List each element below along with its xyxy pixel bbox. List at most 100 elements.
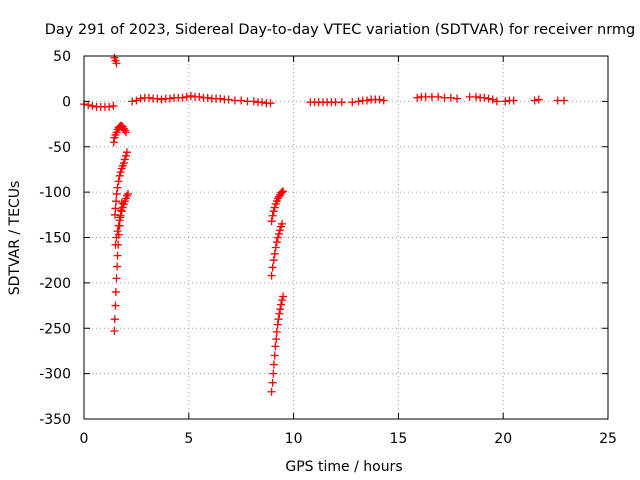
series-arc-1.5h <box>111 148 131 219</box>
y-tick-label: -300 <box>39 367 71 383</box>
axis-ticks: 0 5 10 15 20 25 50 0 -50 -100 -150 -200 -250 -300 -350 <box>39 49 617 447</box>
data-point <box>471 92 480 101</box>
data-point <box>109 101 118 110</box>
data-point <box>267 271 276 280</box>
data-point <box>120 155 129 164</box>
data-point <box>112 233 121 242</box>
chart-title: Day 291 of 2023, Sidereal Day-to-day VTE… <box>45 22 636 38</box>
data-point <box>530 96 539 105</box>
data-point <box>413 93 422 102</box>
y-tick-label: -350 <box>39 412 71 428</box>
data-point <box>121 151 130 160</box>
series-arc-1.45h-deep <box>110 199 126 335</box>
series-baseline-2-7h <box>128 91 275 108</box>
data-point <box>270 351 279 360</box>
data-point <box>84 101 93 110</box>
series-spike-up-1.5h <box>110 53 121 68</box>
data-point <box>112 59 121 68</box>
data-point <box>153 94 162 103</box>
data-point <box>178 93 187 102</box>
data-point <box>120 126 129 135</box>
y-tick-label: -200 <box>39 276 71 292</box>
grid-lines <box>84 56 608 419</box>
y-axis-label: SDTVAR / TECUs <box>7 181 23 296</box>
data-point <box>112 189 121 198</box>
data-point <box>274 229 283 238</box>
data-point <box>258 98 267 107</box>
x-axis-label: GPS time / hours <box>285 459 402 475</box>
data-point <box>272 335 281 344</box>
data-point <box>278 296 287 305</box>
x-tick-label: 20 <box>494 431 512 447</box>
data-point <box>480 93 489 102</box>
data-point <box>110 315 119 324</box>
data-point <box>270 249 279 258</box>
data-point <box>269 207 278 216</box>
data-point <box>111 204 120 213</box>
data-point <box>362 96 371 105</box>
plot-frame <box>83 55 609 420</box>
data-point <box>111 287 120 296</box>
x-tick-label: 0 <box>80 431 89 447</box>
data-point <box>113 262 122 271</box>
data-point <box>112 197 121 206</box>
data-point <box>375 95 384 104</box>
data-point <box>144 93 153 102</box>
data-point <box>136 94 145 103</box>
data-point <box>534 95 543 104</box>
data-point <box>354 97 363 106</box>
y-tick-label: -100 <box>39 185 71 201</box>
data-point <box>111 301 120 310</box>
series-arc-9.0h <box>267 187 288 226</box>
y-tick-label: -250 <box>39 321 71 337</box>
data-point <box>272 327 281 336</box>
series-arc-9.0h-deep <box>267 292 288 396</box>
data-point <box>113 251 122 260</box>
data-point <box>509 96 518 105</box>
data-point <box>269 360 278 369</box>
data-point <box>277 300 286 309</box>
series-arc-9.0h-mid <box>267 219 287 280</box>
data-point <box>501 97 510 106</box>
data-point <box>116 211 125 220</box>
data-point <box>266 99 275 108</box>
data-point <box>88 101 97 110</box>
data-point <box>216 94 225 103</box>
data-point <box>278 188 287 197</box>
x-tick-label: 15 <box>389 431 407 447</box>
x-tick-label: 10 <box>285 431 303 447</box>
data-point <box>271 342 280 351</box>
data-point <box>117 207 126 216</box>
data-point <box>113 227 122 236</box>
data-point <box>269 369 278 378</box>
series-arc-1.4h <box>109 121 130 147</box>
data-point <box>279 187 288 196</box>
data-point <box>484 94 493 103</box>
data-point <box>195 92 204 101</box>
data-point <box>434 92 443 101</box>
data-point <box>115 216 124 225</box>
data-point <box>348 98 357 107</box>
data-point <box>559 96 568 105</box>
y-tick-label: 50 <box>53 49 71 65</box>
data-point <box>224 95 233 104</box>
data-point <box>268 378 277 387</box>
data-point <box>274 315 283 324</box>
data-point <box>267 217 276 226</box>
data-point <box>276 305 285 314</box>
data-point <box>379 96 388 105</box>
data-point <box>110 326 119 335</box>
y-tick-label: -50 <box>48 140 71 156</box>
data-point <box>114 177 123 186</box>
data-point <box>122 148 131 157</box>
data-point <box>273 233 282 242</box>
data-point <box>279 292 288 301</box>
data-point <box>112 274 121 283</box>
data-point <box>115 171 124 180</box>
data-point <box>453 94 462 103</box>
data-point <box>165 94 174 103</box>
data-point <box>203 93 212 102</box>
y-tick-label: 0 <box>62 94 71 110</box>
data-point <box>124 189 133 198</box>
